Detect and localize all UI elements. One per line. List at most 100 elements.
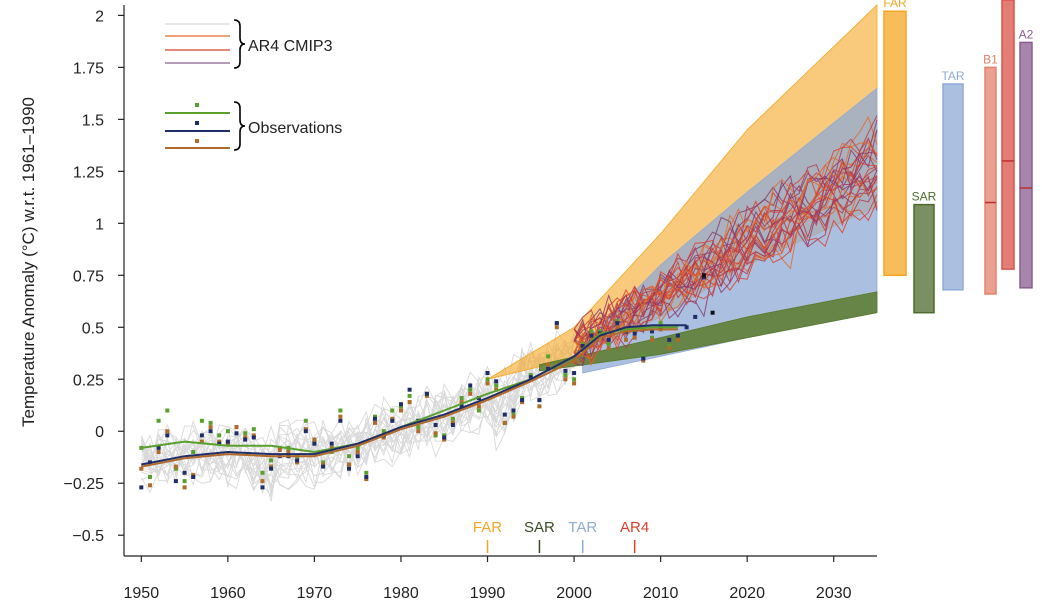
obs-annual-navy (563, 368, 568, 373)
x-tick-label: 1990 (470, 585, 506, 602)
obs-annual-green (225, 429, 230, 434)
obs-annual-orange (269, 464, 274, 469)
historical-model-run (140, 348, 575, 489)
obs-annual-orange (632, 335, 637, 340)
obs-annual-green (442, 433, 447, 438)
obs-annual-orange (563, 377, 568, 382)
observations (139, 273, 715, 490)
obs-annual-navy (433, 423, 438, 427)
future-model-run (573, 119, 878, 340)
obs-annual-orange (511, 414, 516, 419)
obs-annual-navy (156, 445, 161, 450)
obs-annual-green (381, 429, 386, 434)
y-axis-label: Temperature Anomaly (°C) w.r.t. 1961–199… (19, 97, 38, 427)
obs-annual-orange (364, 477, 369, 482)
obs-annual-navy (511, 408, 516, 413)
obs-annual-navy (303, 429, 308, 434)
historical-model-run (141, 341, 575, 490)
x-tick-label: 1950 (124, 585, 160, 602)
future-model-run (573, 170, 878, 354)
obs-annual-navy (407, 387, 412, 392)
obs-annual-green (217, 433, 222, 438)
obs-annual-navy (502, 412, 507, 417)
obs-annual-navy (355, 454, 360, 459)
obs-annual-navy (485, 371, 490, 375)
obs-annual-green (260, 470, 265, 475)
y-tick-label: −0.5 (72, 528, 104, 545)
x-tick-label: 1980 (383, 585, 419, 602)
obs-annual-green (364, 470, 369, 475)
obs-annual-orange (459, 400, 464, 405)
x-tick-label: 2000 (556, 585, 592, 602)
obs-annual-orange (234, 425, 239, 430)
obs-annual-orange (641, 358, 646, 363)
obs-annual-navy (321, 464, 326, 469)
obs-annual-orange (554, 325, 559, 330)
obs-annual-navy (701, 275, 706, 280)
obs-annual-navy (693, 314, 698, 319)
report-marker-label: AR4 (620, 519, 649, 536)
obs-annual-navy (459, 404, 464, 409)
future-model-run (573, 115, 878, 365)
legend-obs-label: Observations (248, 120, 342, 137)
obs-annual-navy (528, 375, 533, 380)
obs-annual-orange (407, 400, 412, 405)
y-tick-label: 0 (95, 424, 104, 441)
obs-annual-green (615, 319, 620, 323)
legend-model-label: AR4 CMIP3 (248, 38, 333, 55)
obs-annual-navy (632, 331, 637, 336)
obs-annual-latest (701, 273, 706, 278)
range-bar-label: A2 (1019, 27, 1034, 41)
obs-annual-green (251, 427, 256, 432)
obs-annual-green (598, 329, 602, 334)
obs-annual-orange (675, 337, 680, 342)
obs-annual-green (658, 321, 663, 326)
obs-annual-navy (329, 441, 334, 446)
obs-annual-navy (208, 429, 213, 434)
obs-annual-navy (139, 485, 144, 490)
obs-annual-navy (494, 379, 499, 384)
obs-annual-orange (650, 337, 654, 342)
y-tick-label: 1 (95, 216, 104, 233)
range-bar-a1b (1001, 0, 1015, 270)
obs-annual-orange (424, 393, 429, 398)
obs-annual-orange (191, 472, 196, 477)
obs-annual-navy (182, 470, 187, 475)
obs-annual-orange (667, 346, 672, 351)
obs-annual-green (269, 458, 274, 463)
obs-annual-green (606, 341, 611, 346)
range-bar-label: TAR (941, 69, 964, 83)
future-model-run (573, 175, 878, 349)
range-bar-a2 (1019, 41, 1033, 289)
obs-annual-navy (251, 435, 256, 440)
obs-annual-navy (675, 333, 680, 338)
obs-annual-green (303, 418, 308, 423)
obs-annual-orange (373, 420, 377, 425)
obs-annual-green (468, 387, 473, 392)
obs-annual-navy (424, 391, 429, 396)
obs-annual-green (373, 414, 377, 419)
obs-annual-green (416, 425, 421, 430)
obs-annual-orange (381, 435, 386, 440)
obs-annual-green (182, 479, 187, 484)
obs-annual-green (208, 420, 213, 425)
x-tick-label: 1970 (297, 585, 333, 602)
obs-annual-orange (537, 404, 542, 409)
y-tick-label: 0.75 (73, 268, 104, 285)
obs-annual-green (546, 354, 551, 359)
obs-annual-green (528, 373, 533, 378)
obs-annual-green (511, 412, 516, 417)
x-tick-label: 2030 (816, 585, 852, 602)
range-bar-sar (913, 203, 935, 314)
obs-annual-orange (355, 450, 360, 454)
axes: 1950 1960 1970 1980 1990 2000 2010 2020 2030 2 1.7… (64, 5, 877, 602)
obs-annual-orange (312, 437, 317, 442)
obs-annual-navy (546, 366, 551, 371)
obs-annual-orange (182, 485, 187, 490)
legend: AR4 CMIP3 Observations (165, 19, 342, 151)
obs-annual-orange (494, 387, 499, 392)
obs-annual-navy (684, 325, 689, 330)
obs-annual-orange (243, 435, 248, 440)
obs-annual-navy (217, 441, 222, 446)
